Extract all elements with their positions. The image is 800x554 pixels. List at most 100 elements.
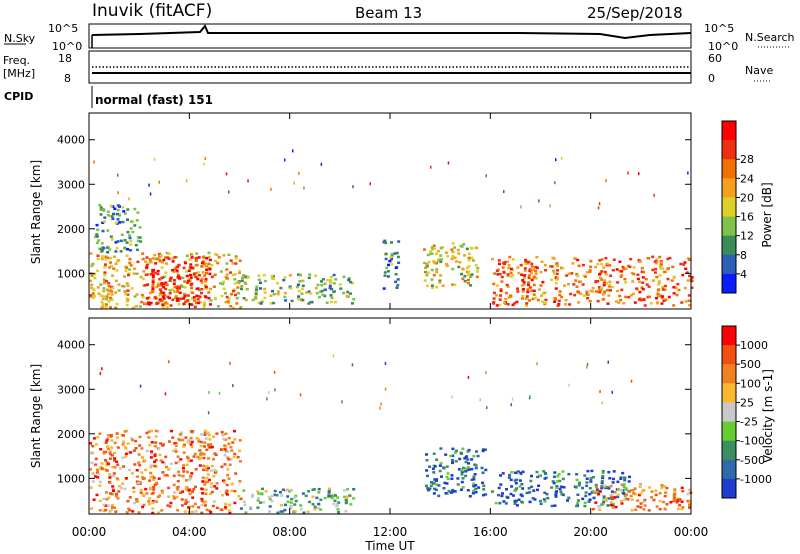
data-cell xyxy=(586,469,590,473)
data-cell xyxy=(528,491,532,494)
data-cell xyxy=(99,294,103,297)
data-cell xyxy=(182,302,186,306)
data-cell xyxy=(447,161,450,165)
data-cell xyxy=(222,437,226,441)
data-cell xyxy=(382,240,386,244)
data-cell xyxy=(431,467,435,470)
data-cell xyxy=(207,457,210,460)
data-cell xyxy=(145,263,149,267)
colorbar-segment xyxy=(722,440,736,461)
data-cell xyxy=(239,460,242,463)
data-cell xyxy=(680,301,684,304)
data-cell xyxy=(453,451,457,454)
data-cell xyxy=(600,480,604,483)
data-cell xyxy=(351,281,355,285)
data-cell xyxy=(151,285,155,288)
data-cell xyxy=(307,302,311,305)
noise-right-tick-top: 10^5 xyxy=(704,22,734,35)
data-cell xyxy=(456,248,460,252)
data-cell xyxy=(549,265,553,268)
data-cell xyxy=(133,267,136,270)
data-cell xyxy=(255,285,259,288)
data-cell xyxy=(526,290,530,294)
y-tick-label: 3000 xyxy=(57,383,85,396)
data-cell xyxy=(123,487,127,491)
data-cell xyxy=(95,235,99,238)
data-cell xyxy=(595,290,598,293)
data-cell xyxy=(229,458,233,461)
data-cell xyxy=(159,459,163,462)
data-cell xyxy=(153,483,157,486)
data-cell xyxy=(617,301,621,304)
data-cell xyxy=(429,250,432,253)
data-cell xyxy=(655,297,658,300)
data-cell xyxy=(686,279,690,282)
data-cell xyxy=(204,488,208,491)
data-cell xyxy=(244,298,248,302)
data-cell xyxy=(201,492,205,495)
data-cell xyxy=(200,261,204,265)
data-cell xyxy=(275,494,279,497)
data-cell xyxy=(538,199,540,203)
data-cell xyxy=(520,273,524,276)
data-cell xyxy=(435,261,439,265)
data-cell xyxy=(451,283,455,286)
data-cell xyxy=(435,268,439,271)
time-axis: 00:00 04:00 08:00 12:00 16:00 20:00 00:00 xyxy=(72,525,709,539)
data-cell xyxy=(230,482,234,486)
data-cell xyxy=(630,498,634,501)
data-cell xyxy=(602,281,606,284)
data-cell xyxy=(108,457,112,460)
data-cell xyxy=(659,294,663,297)
data-cell xyxy=(567,283,570,286)
data-cell xyxy=(134,439,138,443)
data-cell xyxy=(133,224,137,227)
data-cell xyxy=(555,480,559,483)
data-cell xyxy=(147,296,151,299)
data-cell xyxy=(541,300,545,303)
data-cell xyxy=(175,495,179,499)
data-cell xyxy=(545,492,549,496)
data-cell xyxy=(481,448,485,451)
data-cell xyxy=(384,361,387,365)
data-cell xyxy=(211,504,215,508)
data-cell xyxy=(181,474,185,478)
data-cell xyxy=(561,470,565,473)
data-cell xyxy=(100,462,104,465)
data-cell xyxy=(660,302,664,305)
data-cell xyxy=(610,493,614,497)
data-cell xyxy=(439,260,443,264)
data-cell xyxy=(153,460,157,463)
data-cell xyxy=(153,253,157,257)
data-cell xyxy=(231,262,235,265)
data-cell xyxy=(688,503,691,506)
data-cell xyxy=(151,511,155,515)
data-cell xyxy=(126,499,130,503)
data-cell xyxy=(180,285,184,288)
data-cell xyxy=(203,429,207,433)
data-cell xyxy=(94,235,97,239)
data-cell xyxy=(96,228,100,231)
data-cell xyxy=(208,446,212,449)
data-cell xyxy=(527,487,531,490)
data-cell xyxy=(323,282,327,285)
data-cell xyxy=(189,436,193,440)
data-cell xyxy=(197,438,200,441)
data-cell xyxy=(151,270,155,273)
data-cell xyxy=(237,292,240,295)
data-cell xyxy=(114,221,118,225)
data-cell xyxy=(103,216,107,219)
data-cell xyxy=(136,236,140,239)
data-cell xyxy=(600,258,604,261)
data-cell xyxy=(126,230,130,234)
colorbar-tick-label: -1000 xyxy=(740,473,772,486)
data-cell xyxy=(583,474,587,477)
data-cell xyxy=(605,179,607,183)
data-cell xyxy=(477,486,481,489)
data-cell xyxy=(223,292,227,295)
data-cell xyxy=(107,282,111,285)
data-cell xyxy=(307,276,311,280)
data-cell xyxy=(193,452,197,456)
data-cell xyxy=(344,501,348,505)
data-cell xyxy=(157,511,161,514)
